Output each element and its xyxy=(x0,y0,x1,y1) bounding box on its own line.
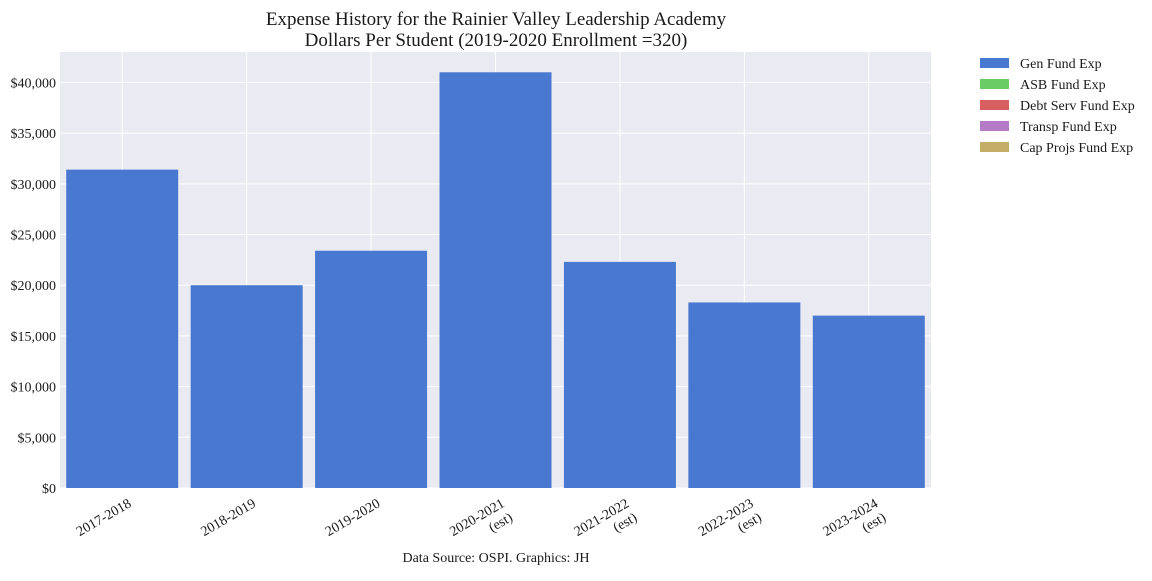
bar-gen-fund-exp-6 xyxy=(812,315,925,488)
bars xyxy=(66,72,925,489)
x-tick-label: 2017-2018 xyxy=(74,496,134,539)
y-tick-label: $30,000 xyxy=(11,178,57,193)
legend-label: Transp Fund Exp xyxy=(1020,120,1117,135)
legend-swatch xyxy=(980,58,1009,68)
x-tick-label: 2021-2022(est) xyxy=(572,496,640,553)
legend-swatch xyxy=(980,121,1009,131)
y-tick-label: $35,000 xyxy=(11,127,57,142)
data-source-note: Data Source: OSPI. Graphics: JH xyxy=(402,551,589,566)
legend-label: Debt Serv Fund Exp xyxy=(1020,99,1135,114)
x-tick-label: 2019-2020 xyxy=(323,496,383,539)
y-tick-label: $20,000 xyxy=(11,279,57,294)
x-axis-ticks: 2017-2018 2018-2019 2019-2020 2020-2021(est… xyxy=(74,496,889,553)
y-tick-label: $5,000 xyxy=(18,431,57,446)
y-axis-ticks: $0 $5,000 $10,000 $15,000 $20,000 $25,000 $30,… xyxy=(11,76,57,497)
y-tick-label: $15,000 xyxy=(11,330,57,345)
legend-label: Cap Projs Fund Exp xyxy=(1020,141,1133,156)
legend: Gen Fund Exp ASB Fund Exp Debt Serv Fund E… xyxy=(980,57,1135,156)
legend-label: ASB Fund Exp xyxy=(1020,78,1106,93)
x-tick-label-line: 2019-2020 xyxy=(323,496,383,539)
x-tick-label-line: 2017-2018 xyxy=(74,496,134,539)
bar-gen-fund-exp-5 xyxy=(688,302,801,488)
legend-swatch xyxy=(980,79,1009,89)
x-tick-label: 2023-2024(est) xyxy=(821,496,889,553)
bar-gen-fund-exp-3 xyxy=(439,72,552,489)
x-tick-label-line: 2018-2019 xyxy=(199,496,259,539)
x-tick-label: 2018-2019 xyxy=(199,496,259,539)
y-tick-label: $40,000 xyxy=(11,76,57,91)
y-tick-label: $10,000 xyxy=(11,381,57,396)
chart-subtitle: Dollars Per Student (2019-2020 Enrollmen… xyxy=(305,30,688,51)
x-tick-label: 2022-2023(est) xyxy=(696,496,764,553)
bar-gen-fund-exp-1 xyxy=(190,285,303,488)
bar-gen-fund-exp-2 xyxy=(315,250,428,488)
bar-gen-fund-exp-4 xyxy=(563,261,676,488)
legend-swatch xyxy=(980,100,1009,110)
x-tick-label: 2020-2021(est) xyxy=(447,496,515,553)
y-tick-label: $25,000 xyxy=(11,229,57,244)
legend-label: Gen Fund Exp xyxy=(1020,57,1102,72)
chart-title: Expense History for the Rainier Valley L… xyxy=(266,9,727,30)
y-tick-label: $0 xyxy=(42,482,56,497)
legend-swatch xyxy=(980,142,1009,152)
bar-gen-fund-exp-0 xyxy=(66,169,179,489)
